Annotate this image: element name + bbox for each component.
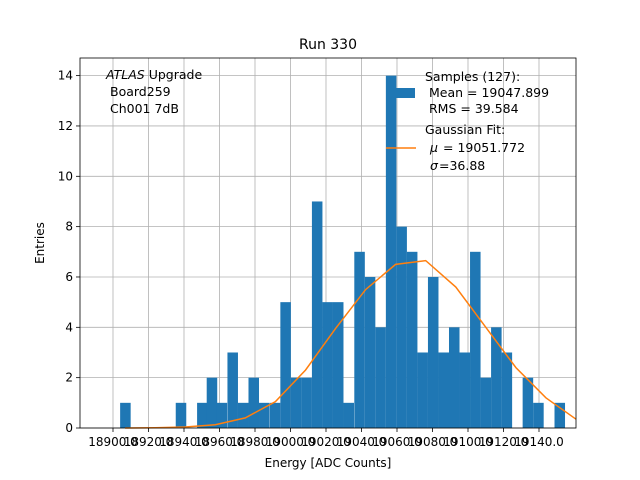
legend-fit-sigma: =36.88 [439, 158, 485, 173]
histogram-bar [120, 402, 131, 428]
histogram-bar [385, 75, 397, 428]
histogram-bar [438, 352, 449, 428]
x-tick-label: 19120.0 [479, 435, 529, 449]
histogram-bar [417, 352, 428, 428]
legend-samples-mean: Mean = 19047.899 [429, 85, 549, 100]
histogram-bar [206, 377, 218, 428]
annotation-board: Board259 [110, 84, 171, 99]
histogram-bar [427, 276, 439, 428]
histogram-bar [322, 302, 333, 428]
histogram-bar [197, 402, 208, 428]
histogram-bar [354, 251, 365, 428]
histogram-bar [269, 402, 281, 428]
histogram-bar [237, 402, 249, 428]
x-tick-label: 18940.0 [159, 435, 209, 449]
histogram-bar [290, 377, 302, 428]
gaussian-fit-line [125, 259, 577, 429]
x-axis-label: Energy [ADC Counts] [265, 456, 392, 470]
histogram-bar [406, 251, 418, 428]
x-tick-label: 18980.0 [230, 435, 280, 449]
y-tick-label: 4 [65, 320, 73, 334]
histogram-bar [175, 402, 187, 428]
plot-frame [79, 57, 577, 429]
histogram-bar [280, 302, 291, 428]
histogram-bar [522, 377, 534, 428]
histogram-bar [216, 402, 228, 428]
annotation-upgrade: Upgrade [145, 67, 203, 82]
y-tick-label: 2 [65, 371, 73, 385]
y-tick-label: 0 [65, 421, 73, 435]
atlas-annotation: ATLAS Upgrade Board259 Ch001 7dB [105, 67, 202, 116]
x-tick-label: 19040.0 [337, 435, 387, 449]
y-tick-label: 8 [65, 220, 73, 234]
histogram-bar [259, 402, 270, 428]
x-tick-label: 19060.0 [372, 435, 422, 449]
histogram-bar [311, 201, 323, 428]
x-tick-label: 19100.0 [443, 435, 493, 449]
histogram-bar [227, 352, 238, 428]
legend-fit-title: Gaussian Fit: [425, 122, 505, 137]
y-ticks: 0 2 4 6 8 10 12 14 [58, 69, 80, 435]
legend-samples-title: Samples (127): [425, 69, 520, 84]
histogram-bar [248, 377, 260, 428]
histogram-bar [501, 352, 513, 428]
histogram-bar [343, 402, 355, 428]
histogram-bar [491, 327, 502, 428]
y-tick-label: 14 [58, 69, 73, 83]
histogram-bar [332, 302, 344, 428]
legend-fit-mu: = 19051.772 [443, 140, 525, 155]
legend: Samples (127): Mean = 19047.899 RMS = 39… [386, 69, 549, 173]
y-tick-label: 12 [58, 119, 73, 133]
y-tick-label: 6 [65, 270, 73, 284]
histogram-bar [448, 327, 460, 428]
annotation-experiment: ATLAS [105, 67, 145, 82]
histogram-bars [120, 75, 566, 428]
legend-samples-swatch [388, 88, 415, 98]
histogram-bar [533, 402, 544, 428]
x-tick-label: 18920.0 [124, 435, 174, 449]
x-tick-label: 19080.0 [408, 435, 458, 449]
x-tick-label: 18900.0 [88, 435, 138, 449]
histogram-bar [364, 276, 376, 428]
annotation-line-1: ATLAS Upgrade [105, 67, 202, 82]
legend-mu-symbol: μ [429, 140, 438, 155]
x-tick-label: 19000.0 [266, 435, 316, 449]
histogram-bar [396, 226, 407, 428]
y-tick-label: 10 [58, 169, 73, 183]
x-ticks: 18900.018920.018940.018960.018980.019000… [88, 428, 564, 449]
x-tick-label: 19140.0 [514, 435, 564, 449]
histogram-bar [301, 377, 312, 428]
legend-samples-rms: RMS = 39.584 [429, 101, 519, 116]
legend-sigma-symbol: σ [430, 158, 439, 173]
histogram-bar [470, 251, 481, 428]
y-axis-label: Entries [33, 222, 47, 264]
x-tick-label: 18960.0 [195, 435, 245, 449]
histogram-bar [554, 402, 566, 428]
histogram-bar [375, 327, 386, 428]
histogram-bar [459, 352, 471, 428]
x-tick-label: 19020.0 [301, 435, 351, 449]
histogram-bar [480, 377, 492, 428]
annotation-channel: Ch001 7dB [110, 101, 179, 116]
chart-title: Run 330 [299, 37, 357, 53]
